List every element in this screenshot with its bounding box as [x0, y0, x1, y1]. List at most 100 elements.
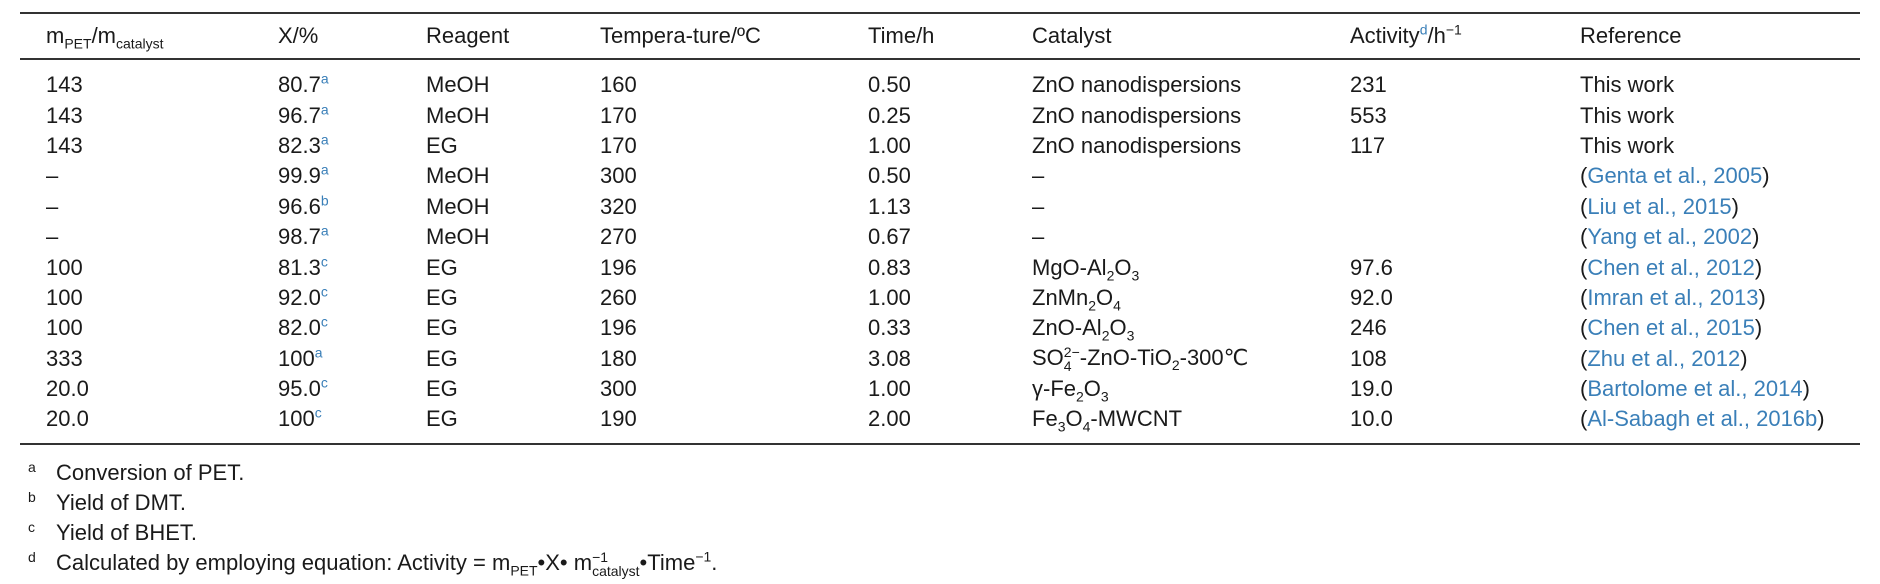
- cell-conversion: 96.7a: [278, 101, 329, 128]
- cell-reagent: EG: [426, 315, 458, 341]
- table-row: – 99.9a MeOH 300 0.50 – (Genta et al., 2…: [20, 161, 1860, 191]
- cell-reference: This work: [1580, 132, 1675, 158]
- cell-catalyst: ZnO nanodispersions: [1032, 102, 1242, 128]
- cell-temperature: 160: [600, 72, 637, 98]
- table-row: 143 80.7a MeOH 160 0.50 ZnO nanodispersi…: [20, 59, 1860, 100]
- cell-time: 1.00: [868, 376, 911, 402]
- cell-reference: (Imran et al., 2013): [1580, 284, 1766, 310]
- cell-reagent: EG: [426, 254, 458, 280]
- table-row: 143 96.7a MeOH 170 0.25 ZnO nanodispersi…: [20, 100, 1860, 130]
- cell-time: 1.13: [868, 193, 911, 219]
- cell-time: 2.00: [842, 404, 1006, 445]
- cell-reference: (Chen et al., 2015): [1580, 315, 1763, 341]
- cell-catalyst: ZnMn2O4: [1032, 284, 1121, 314]
- cell-reference: (Zhu et al., 2012): [1580, 345, 1748, 371]
- cell-conversion: 81.3c: [278, 253, 328, 280]
- cell-temperature: 320: [600, 193, 637, 219]
- cell-temperature: 170: [600, 102, 637, 128]
- cell-activity: 97.6: [1350, 254, 1393, 280]
- cell-mass-ratio: 100: [46, 284, 83, 310]
- cell-conversion: 98.7a: [278, 222, 329, 250]
- cell-reference: This work: [1580, 72, 1675, 98]
- cell-conversion: 100c: [252, 404, 400, 445]
- reference-link[interactable]: Yang et al., 2002: [1587, 224, 1753, 250]
- cell-conversion: 96.6b: [278, 192, 329, 219]
- cell-activity: 553: [1350, 102, 1387, 128]
- footnote-ref[interactable]: c: [320, 313, 328, 330]
- cell-activity: [1324, 222, 1554, 252]
- cell-mass-ratio: 333: [46, 345, 83, 371]
- header-catalyst: Catalyst: [1006, 12, 1324, 60]
- footnote-b: b Yield of DMT.: [28, 489, 187, 515]
- cell-reference: This work: [1580, 102, 1675, 128]
- footnote-ref[interactable]: a: [320, 131, 329, 148]
- footnote-ref[interactable]: a: [314, 344, 323, 361]
- cell-reagent: EG: [426, 284, 458, 310]
- cell-temperature: 170: [600, 132, 637, 158]
- cell-mass-ratio: 143: [46, 102, 83, 128]
- reference-link[interactable]: Genta et al., 2005: [1587, 163, 1763, 189]
- cell-mass-ratio: 143: [46, 132, 83, 158]
- footnote-ref[interactable]: c: [314, 405, 322, 422]
- cell-temperature: 260: [600, 284, 637, 310]
- footnote-ref[interactable]: b: [320, 192, 329, 209]
- cell-temperature: 300: [600, 163, 637, 189]
- cell-reagent: EG: [426, 132, 458, 158]
- cell-conversion: 82.0c: [278, 313, 328, 341]
- table-footnotes: a Conversion of PET. b Yield of DMT. c Yiel…: [28, 452, 717, 578]
- table-row: – 98.7a MeOH 270 0.67 – (Yang et al., 20…: [20, 222, 1860, 252]
- cell-activity: 92.0: [1350, 284, 1393, 310]
- cell-activity: 108: [1350, 345, 1387, 371]
- footnote-ref[interactable]: a: [320, 101, 329, 118]
- table-row: 143 82.3a EG 170 1.00 ZnO nanodispersion…: [20, 131, 1860, 161]
- cell-mass-ratio: 100: [46, 315, 83, 341]
- reference-link[interactable]: Liu et al., 2015: [1587, 193, 1732, 219]
- cell-activity: 246: [1350, 315, 1387, 341]
- footnote-ref[interactable]: a: [320, 162, 329, 179]
- footnote-ref[interactable]: c: [320, 253, 328, 270]
- cell-reference: (Chen et al., 2012): [1580, 254, 1763, 280]
- cell-mass-ratio: 100: [46, 254, 83, 280]
- cell-mass-ratio: 20.0: [20, 404, 252, 445]
- footnote-a: a Conversion of PET.: [28, 459, 245, 485]
- cell-time: 0.67: [868, 224, 911, 250]
- cell-temperature: 196: [600, 254, 637, 280]
- reference-link[interactable]: Chen et al., 2015: [1587, 315, 1755, 341]
- cell-reagent: MeOH: [426, 163, 490, 189]
- cell-mass-ratio: 143: [46, 72, 83, 98]
- footnote-ref[interactable]: a: [320, 70, 329, 87]
- cell-catalyst: Fe3O4-MWCNT: [1006, 404, 1324, 445]
- header-row: mPET/mcatalyst X/% Reagent Tempera-ture/…: [20, 12, 1860, 60]
- header-temperature: Tempera-ture/ºC: [574, 12, 842, 60]
- table-row: – 96.6b MeOH 320 1.13 – (Liu et al., 201…: [20, 192, 1860, 222]
- cell-conversion: 92.0c: [278, 283, 328, 310]
- header-mass-ratio: mPET/mcatalyst: [20, 12, 252, 60]
- cell-activity: 19.0: [1350, 376, 1393, 402]
- footnote-ref[interactable]: c: [320, 283, 328, 300]
- footnote-ref-d[interactable]: d: [1419, 21, 1428, 38]
- footnote-ref[interactable]: c: [320, 374, 328, 391]
- cell-activity: [1324, 161, 1554, 191]
- table-row: 333 100a EG 180 3.08 SO 2− 4 -ZnO-TiO2-300℃…: [20, 344, 1860, 374]
- cell-reagent: MeOH: [426, 193, 490, 219]
- cell-time: 3.08: [868, 345, 911, 371]
- footnote-ref[interactable]: a: [320, 222, 329, 239]
- cell-reagent: EG: [426, 345, 458, 371]
- reference-link[interactable]: Al-Sabagh et al., 2016b: [1587, 406, 1818, 432]
- cell-conversion: 99.9a: [278, 162, 329, 189]
- reference-link[interactable]: Chen et al., 2012: [1587, 254, 1755, 280]
- reference-link[interactable]: Bartolome et al., 2014: [1587, 376, 1803, 402]
- cell-reagent: MeOH: [426, 224, 490, 250]
- cell-time: 1.00: [868, 284, 911, 310]
- cell-conversion: 80.7a: [278, 70, 329, 98]
- cell-reference: (Bartolome et al., 2014): [1580, 376, 1810, 402]
- cell-catalyst: –: [1032, 163, 1045, 189]
- reference-link[interactable]: Imran et al., 2013: [1587, 284, 1759, 310]
- cell-reference: (Yang et al., 2002): [1580, 224, 1760, 250]
- cell-conversion: 95.0c: [278, 374, 328, 402]
- cell-conversion: 82.3a: [278, 131, 329, 158]
- reference-link[interactable]: Zhu et al., 2012: [1587, 345, 1741, 371]
- cell-reference: (Liu et al., 2015): [1580, 193, 1739, 219]
- table-row: 20.0 95.0c EG 300 1.00 γ-Fe2O3 19.0 (Bar…: [20, 374, 1860, 404]
- header-activity: Activityd/h−1: [1324, 12, 1554, 60]
